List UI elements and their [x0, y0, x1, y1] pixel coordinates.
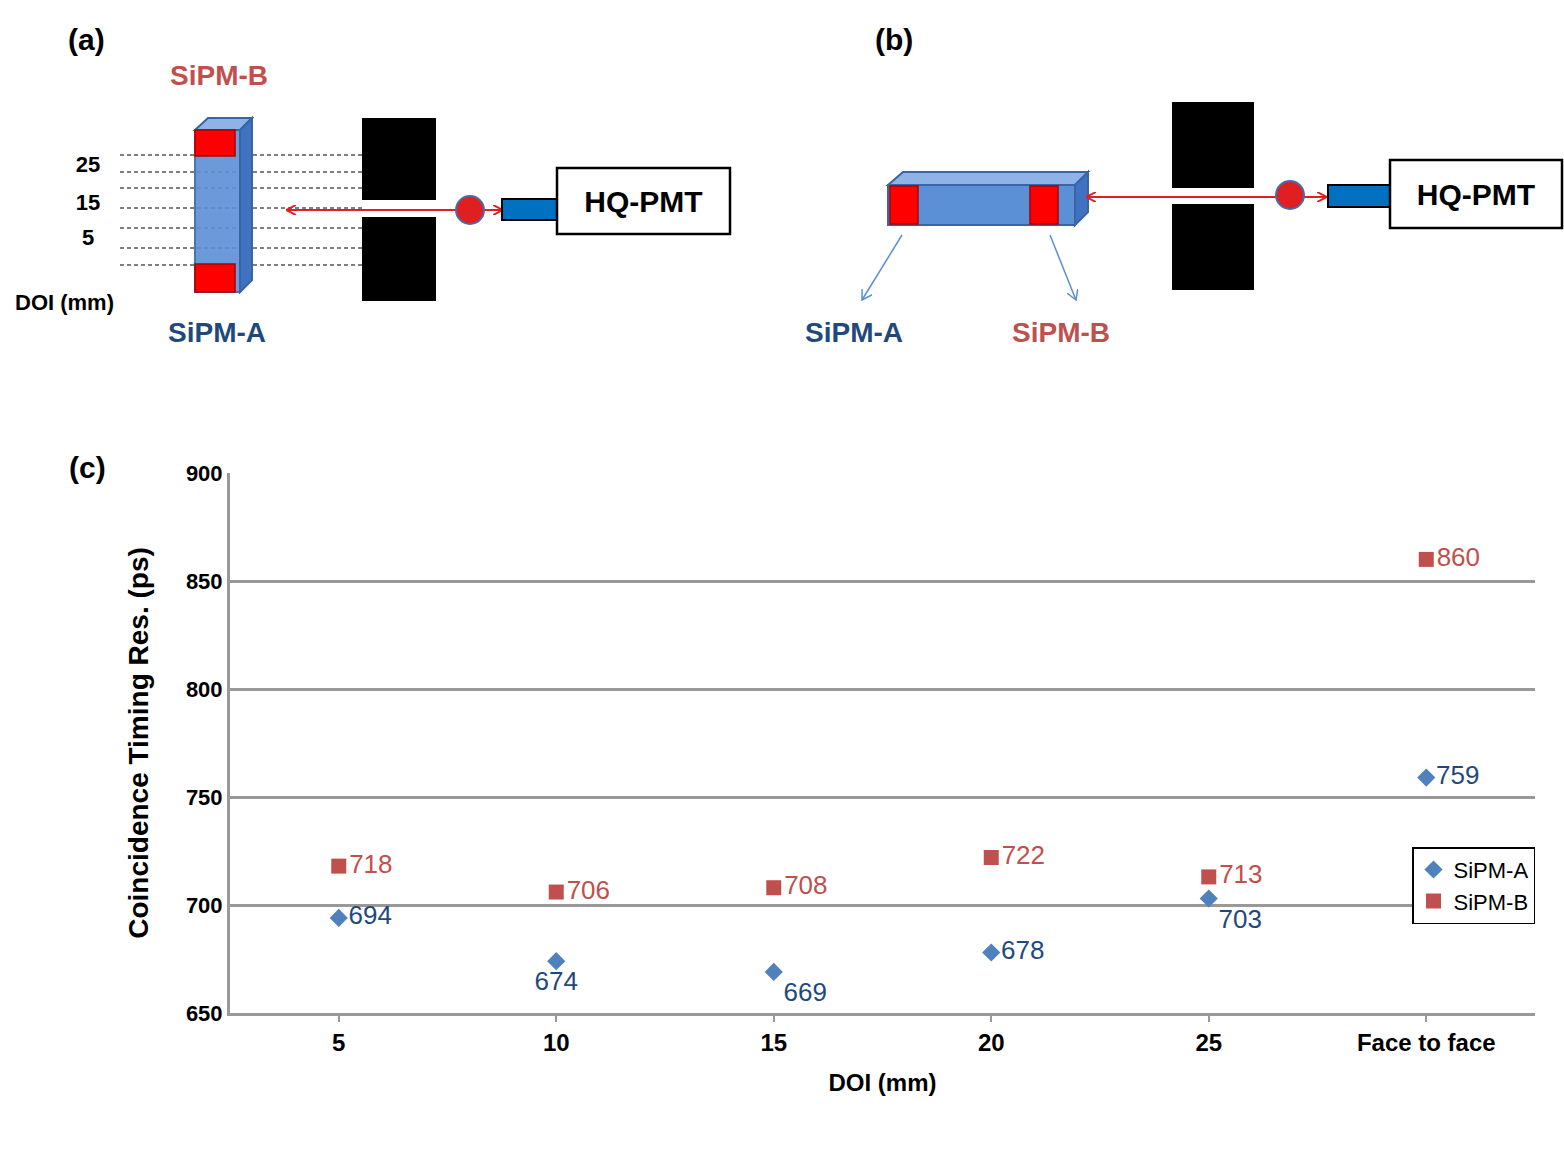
- svg-text:Coincidence Timing Res. (ps): Coincidence Timing Res. (ps): [123, 547, 154, 939]
- svg-text:(c): (c): [69, 451, 106, 484]
- svg-text:759: 759: [1436, 760, 1479, 790]
- svg-text:15: 15: [76, 190, 100, 215]
- svg-text:SiPM-A: SiPM-A: [1454, 858, 1529, 883]
- svg-text:703: 703: [1219, 904, 1262, 934]
- svg-text:713: 713: [1219, 859, 1262, 889]
- svg-text:708: 708: [784, 870, 827, 900]
- svg-text:15: 15: [760, 1029, 787, 1056]
- svg-text:SiPM-A: SiPM-A: [168, 317, 266, 348]
- svg-text:25: 25: [76, 152, 100, 177]
- svg-text:750: 750: [186, 785, 223, 810]
- svg-text:DOI (mm): DOI (mm): [15, 290, 114, 315]
- svg-text:860: 860: [1437, 542, 1480, 572]
- svg-text:694: 694: [349, 900, 392, 930]
- svg-text:900: 900: [186, 461, 223, 486]
- svg-text:5: 5: [332, 1029, 345, 1056]
- svg-text:706: 706: [567, 875, 610, 905]
- svg-text:5: 5: [82, 225, 94, 250]
- svg-text:674: 674: [535, 966, 578, 996]
- svg-text:Face to face: Face to face: [1357, 1029, 1496, 1056]
- svg-text:SiPM-A: SiPM-A: [805, 317, 903, 348]
- svg-text:850: 850: [186, 569, 223, 594]
- svg-text:HQ-PMT: HQ-PMT: [1417, 178, 1535, 211]
- svg-text:700: 700: [186, 893, 223, 918]
- svg-text:HQ-PMT: HQ-PMT: [584, 185, 702, 218]
- svg-text:SiPM-B: SiPM-B: [1012, 317, 1110, 348]
- svg-text:(b): (b): [875, 23, 913, 56]
- svg-text:718: 718: [349, 849, 392, 879]
- svg-text:25: 25: [1195, 1029, 1222, 1056]
- svg-text:DOI (mm): DOI (mm): [829, 1069, 937, 1096]
- svg-text:SiPM-B: SiPM-B: [170, 60, 268, 91]
- svg-text:722: 722: [1002, 840, 1045, 870]
- svg-text:10: 10: [543, 1029, 570, 1056]
- svg-text:678: 678: [1001, 935, 1044, 965]
- svg-text:669: 669: [784, 977, 827, 1007]
- svg-text:SiPM-B: SiPM-B: [1454, 890, 1529, 915]
- svg-text:650: 650: [186, 1001, 223, 1026]
- svg-text:(a): (a): [68, 23, 105, 56]
- svg-text:800: 800: [186, 677, 223, 702]
- svg-text:20: 20: [978, 1029, 1005, 1056]
